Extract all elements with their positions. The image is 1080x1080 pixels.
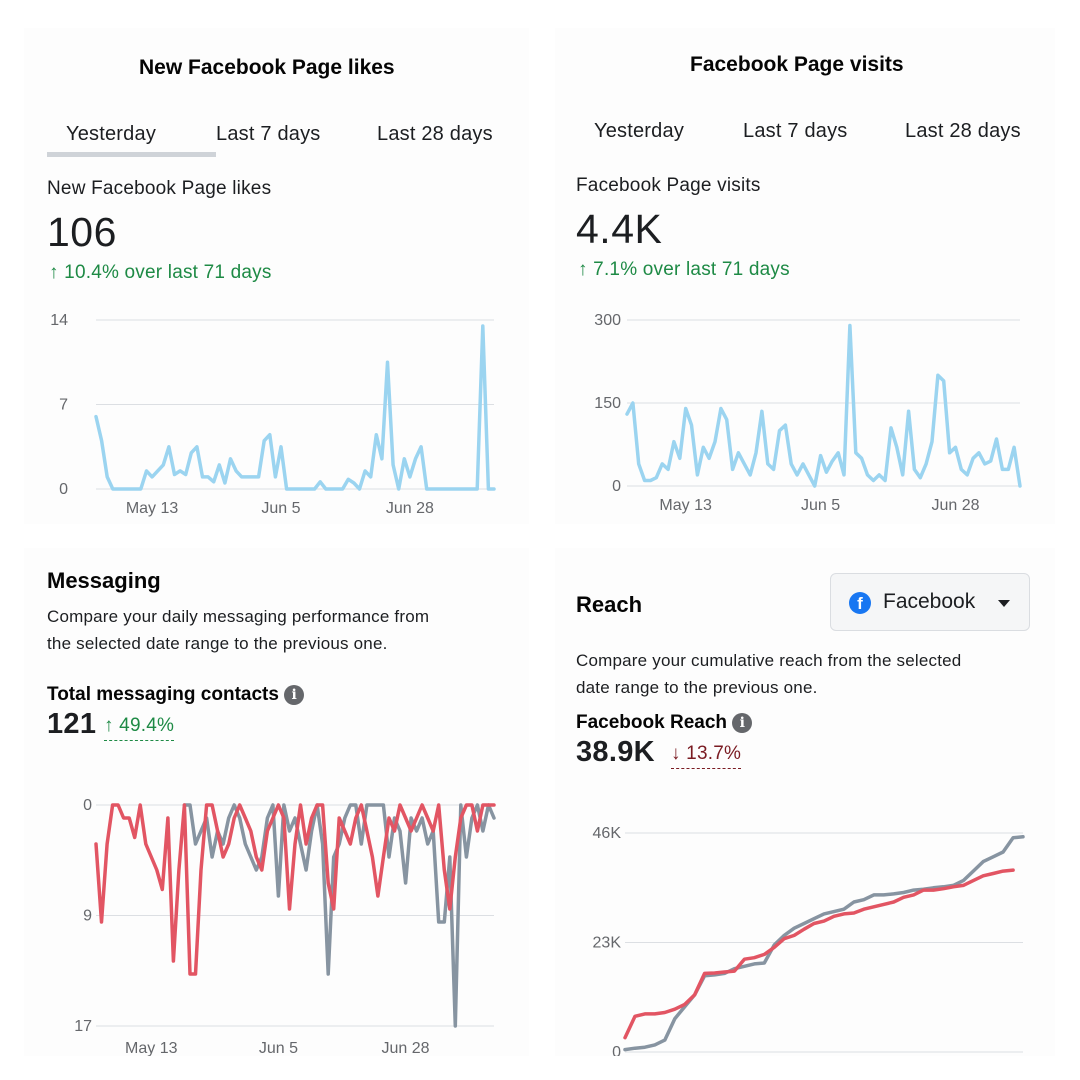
likes-metric-value: 106 bbox=[47, 209, 117, 255]
likes-chart: 0 7 14 May 13 Jun 5 Jun 28 bbox=[50, 312, 496, 517]
visits-panel: Facebook Page visits Yesterday Last 7 da… bbox=[555, 28, 1055, 524]
reach-metric-label-row: Facebook Reach i bbox=[576, 712, 753, 734]
info-icon[interactable]: i bbox=[284, 684, 305, 705]
messaging-chart: 0 9 17 May 13 Jun 5 Jun 28 bbox=[74, 797, 496, 1056]
likes-panel: New Facebook Page likes Yesterday Last 7… bbox=[24, 28, 529, 524]
reach-description-line-1: Compare your cumulative reach from the s… bbox=[576, 651, 962, 670]
platform-dropdown[interactable]: f Facebook bbox=[830, 573, 1030, 631]
series-line-new-facebook-page-likes bbox=[94, 324, 496, 491]
y-tick-label: 0 bbox=[59, 481, 68, 498]
reach-metric-label: Facebook Reach bbox=[576, 712, 727, 733]
messaging-metric-value: 121 bbox=[47, 708, 97, 740]
likes-tab-yesterday[interactable]: Yesterday bbox=[66, 123, 157, 145]
x-tick-label: May 13 bbox=[659, 497, 712, 514]
likes-panel-title: New Facebook Page likes bbox=[139, 56, 395, 79]
y-tick-label: 0 bbox=[612, 478, 621, 495]
likes-tab-selected-indicator bbox=[47, 152, 216, 157]
likes-trend-text: ↑ 10.4% over last 71 days bbox=[49, 262, 272, 283]
likes-metric-label: New Facebook Page likes bbox=[47, 178, 272, 199]
visits-tab-last-28-days[interactable]: Last 28 days bbox=[905, 120, 1021, 142]
visits-metric-value: 4.4K bbox=[576, 206, 663, 252]
likes-tab-last-7-days[interactable]: Last 7 days bbox=[216, 123, 321, 145]
reach-heading: Reach bbox=[576, 592, 643, 617]
visits-metric-label: Facebook Page visits bbox=[576, 175, 761, 196]
x-tick-label: Jun 5 bbox=[801, 497, 840, 514]
visits-tab-yesterday[interactable]: Yesterday bbox=[594, 120, 685, 142]
messaging-metric-label-row: Total messaging contacts i bbox=[47, 684, 305, 706]
y-tick-label: 300 bbox=[594, 312, 621, 329]
reach-panel: Reach f Facebook Compare your cumulative… bbox=[555, 548, 1055, 1056]
series-line-current-period bbox=[623, 868, 1015, 1040]
reach-chart: 0 23K 46K bbox=[593, 825, 1025, 1056]
messaging-change-percent[interactable]: ↑ 49.4% bbox=[104, 715, 175, 741]
x-tick-label: Jun 5 bbox=[261, 500, 300, 517]
reach-description-line-2: date range to the previous one. bbox=[576, 678, 818, 697]
messaging-panel: Messaging Compare your daily messaging p… bbox=[24, 548, 529, 1056]
y-tick-label: 14 bbox=[50, 312, 68, 329]
series-line-previous-period bbox=[623, 835, 1025, 1052]
messaging-heading: Messaging bbox=[47, 568, 161, 593]
facebook-logo-icon: f bbox=[849, 592, 871, 614]
y-tick-label: 0 bbox=[83, 797, 92, 814]
series-line-facebook-page-visits bbox=[625, 323, 1022, 488]
y-tick-label: 9 bbox=[83, 908, 92, 925]
visits-trend-text: ↑ 7.1% over last 71 days bbox=[578, 259, 790, 280]
x-tick-label: Jun 28 bbox=[386, 500, 434, 517]
messaging-metric-label: Total messaging contacts bbox=[47, 684, 279, 705]
y-tick-label: 23K bbox=[593, 935, 622, 952]
x-tick-label: May 13 bbox=[125, 1040, 178, 1056]
series-line-current-period bbox=[94, 803, 496, 976]
visits-chart: 0 150 300 May 13 Jun 5 Jun 28 bbox=[594, 312, 1022, 514]
visits-tab-last-7-days[interactable]: Last 7 days bbox=[743, 120, 848, 142]
messaging-description-line-2: the selected date range to the previous … bbox=[47, 634, 388, 653]
x-tick-label: Jun 5 bbox=[259, 1040, 298, 1056]
platform-dropdown-label: Facebook bbox=[883, 590, 976, 613]
y-tick-label: 150 bbox=[594, 395, 621, 412]
x-tick-label: May 13 bbox=[126, 500, 179, 517]
x-tick-label: Jun 28 bbox=[931, 497, 979, 514]
y-tick-label: 0 bbox=[612, 1044, 621, 1056]
info-icon[interactable]: i bbox=[732, 712, 753, 733]
reach-change-percent[interactable]: ↓ 13.7% bbox=[671, 743, 742, 769]
y-tick-label: 17 bbox=[74, 1018, 92, 1035]
y-tick-label: 7 bbox=[59, 397, 68, 414]
visits-panel-title: Facebook Page visits bbox=[690, 53, 904, 76]
y-tick-label: 46K bbox=[593, 825, 622, 842]
caret-down-icon bbox=[998, 600, 1010, 607]
messaging-description-line-1: Compare your daily messaging performance… bbox=[47, 607, 430, 626]
reach-metric-value: 38.9K bbox=[576, 736, 655, 768]
x-tick-label: Jun 28 bbox=[382, 1040, 430, 1056]
likes-tab-last-28-days[interactable]: Last 28 days bbox=[377, 123, 493, 145]
